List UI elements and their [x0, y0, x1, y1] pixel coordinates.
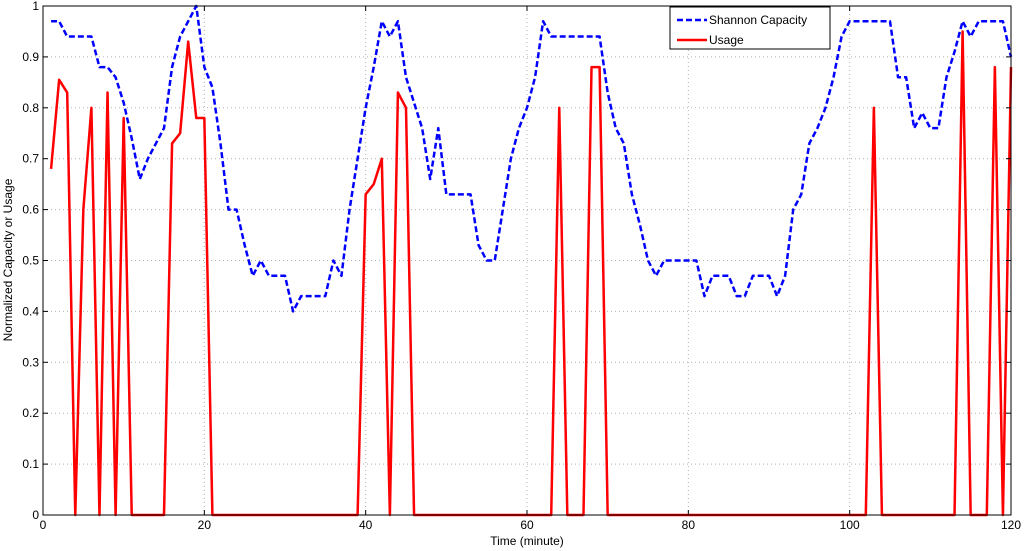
x-tick-label: 120 — [1001, 518, 1021, 532]
y-tick-label: 0.2 — [22, 406, 39, 420]
y-tick-label: 0.5 — [22, 254, 39, 268]
x-tick-label: 100 — [840, 518, 860, 532]
legend-label-shannon-capacity: Shannon Capacity — [709, 13, 807, 27]
y-tick-label: 0.8 — [22, 101, 39, 115]
x-tick-label: 20 — [198, 518, 212, 532]
x-axis-label: Time (minute) — [490, 534, 564, 548]
y-tick-label: 0.9 — [22, 50, 39, 64]
series-line-shannon-capacity — [51, 4, 1013, 313]
y-tick-label: 0.6 — [22, 203, 39, 217]
x-tick-label: 40 — [359, 518, 373, 532]
y-tick-label: 0.7 — [22, 152, 39, 166]
y-tick-label: 0 — [32, 508, 39, 522]
legend: Shannon Capacity Usage — [669, 6, 831, 50]
y-tick-label: 0.4 — [22, 304, 39, 318]
legend-box — [669, 6, 831, 50]
x-tick-label: 60 — [520, 518, 534, 532]
x-tick-label: 0 — [40, 518, 47, 532]
y-axis-label: Normalized Capacity or Usage — [1, 178, 15, 341]
y-tick-label: 1 — [32, 0, 39, 13]
ticks: 0 20 40 60 80 100 120 0 0.1 0.2 0.3 0.4 0.5 0.6 0.7 0.8… — [22, 0, 1021, 532]
y-tick-label: 0.1 — [22, 457, 39, 471]
legend-label-usage: Usage — [709, 33, 744, 47]
y-tick-label: 0.3 — [22, 355, 39, 369]
x-tick-label: 80 — [682, 518, 696, 532]
